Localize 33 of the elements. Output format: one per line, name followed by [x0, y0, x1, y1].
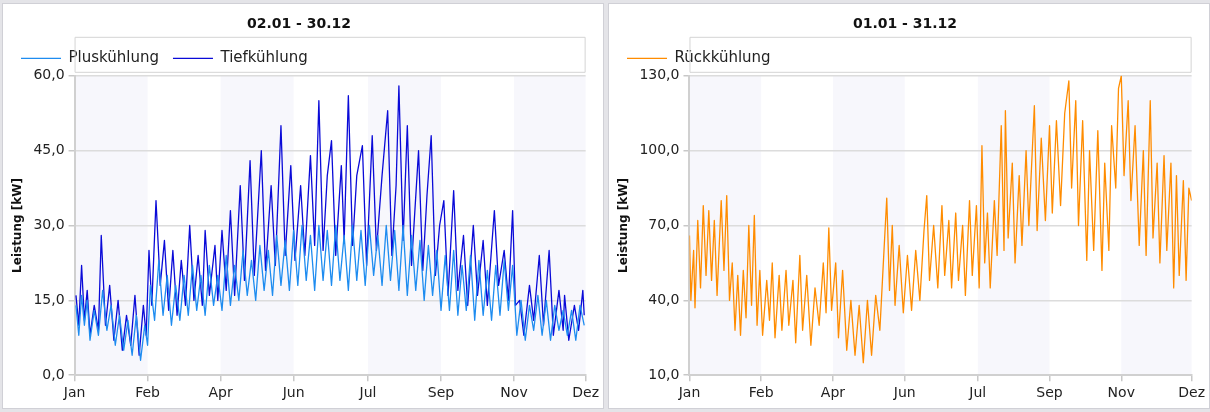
- x-tick-label: Nov: [500, 384, 528, 401]
- x-tick-label: Dez: [1178, 384, 1205, 401]
- y-tick-label: 70,0: [648, 216, 680, 233]
- x-tick-label: Dez: [572, 384, 599, 401]
- legend-label: Tiefkühlung: [219, 48, 308, 67]
- x-tick-label: Sep: [427, 384, 455, 401]
- x-tick-label: Feb: [748, 384, 774, 401]
- x-tick-label: Apr: [208, 384, 233, 401]
- x-tick-label: Jun: [281, 384, 305, 401]
- x-tick-label: Apr: [820, 384, 846, 401]
- chart-title: 01.01 - 31.12: [852, 15, 958, 32]
- x-tick-label: Sep: [1036, 384, 1063, 401]
- x-tick-label: Jan: [677, 384, 701, 401]
- x-tick-label: Jul: [358, 384, 377, 401]
- y-tick-label: 130,0: [639, 66, 680, 83]
- y-tick-label: 40,0: [648, 290, 680, 307]
- x-tick-label: Nov: [1107, 384, 1135, 401]
- y-tick-label: 10,0: [648, 365, 680, 382]
- y-axis-title: Leistung [kW]: [10, 178, 25, 273]
- y-tick-label: 100,0: [639, 141, 680, 158]
- y-axis-title: Leistung [kW]: [616, 178, 631, 273]
- y-tick-label: 0,0: [42, 365, 65, 382]
- x-tick-label: Feb: [135, 384, 161, 401]
- legend-label: Pluskühlung: [68, 48, 159, 67]
- y-tick-label: 30,0: [33, 216, 65, 233]
- x-tick-label: Jan: [62, 384, 86, 401]
- y-tick-label: 15,0: [33, 290, 65, 307]
- chart-title: 02.01 - 30.12: [246, 15, 352, 32]
- x-tick-label: Jun: [892, 384, 916, 401]
- y-tick-label: 45,0: [33, 141, 65, 158]
- y-tick-label: 60,0: [33, 66, 65, 83]
- x-tick-label: Jul: [968, 384, 987, 401]
- legend-label: Rückkühlung: [674, 48, 771, 67]
